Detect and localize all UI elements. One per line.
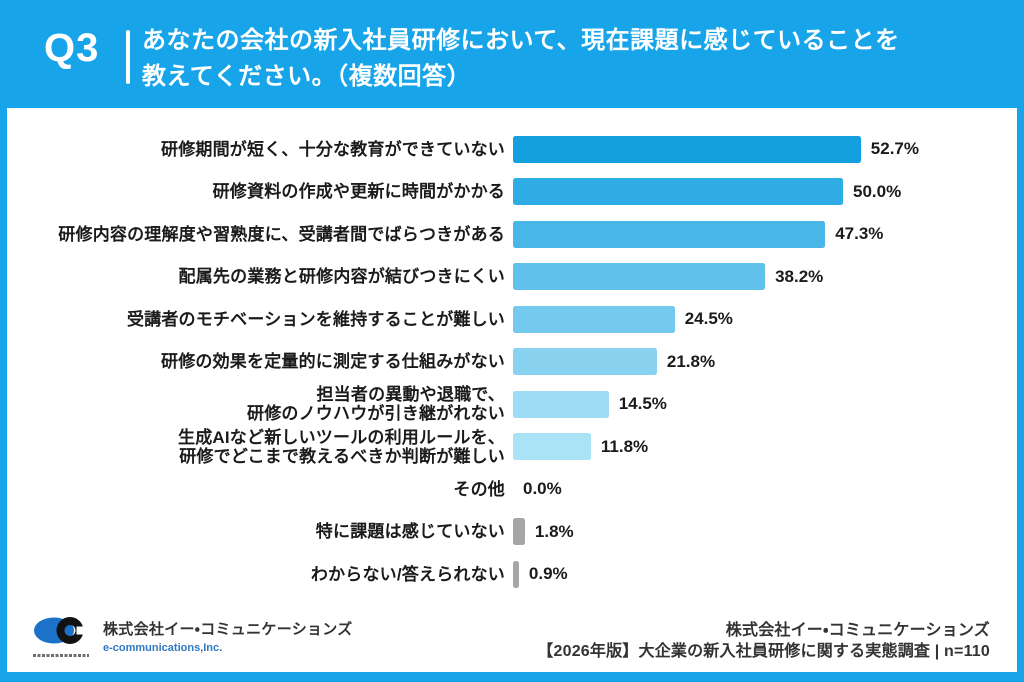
bar-value: 50.0% xyxy=(853,181,902,201)
bar-value: 47.3% xyxy=(835,224,884,244)
header-divider xyxy=(126,30,130,84)
question-text: あなたの会社の新入社員研修において、現在課題に感じていることを 教えてください。… xyxy=(142,23,900,95)
question-number: Q3 xyxy=(44,26,100,70)
bar-value: 24.5% xyxy=(684,309,733,329)
bar xyxy=(513,305,675,333)
bar-value: 14.5% xyxy=(618,394,667,414)
source-survey: 【2026年版】大企業の新入社員研修に関する実態調査 | n=110 xyxy=(537,643,990,660)
bar-zone: 38.2% xyxy=(513,263,824,291)
company-logo xyxy=(33,616,93,657)
chart-row: 配属先の業務と研修内容が結びつきにくい 38.2% xyxy=(7,256,1017,299)
bar-zone: 24.5% xyxy=(513,305,733,333)
bar xyxy=(513,263,766,291)
bar-label: 特に課題は感じていない xyxy=(315,522,505,542)
bar xyxy=(513,560,519,588)
bar-zone: 11.8% xyxy=(513,433,649,461)
bar-zone: 50.0% xyxy=(513,178,902,206)
bar-label: 担当者の異動や退職で、 研修のノウハウが引き継がれない xyxy=(247,385,505,424)
chart-row: 特に課題は感じていない 1.8% xyxy=(7,511,1017,554)
bar-value: 0.0% xyxy=(523,479,562,499)
bar-label: 研修資料の作成や更新に時間がかかる xyxy=(212,182,505,202)
bar xyxy=(513,135,861,163)
bar-label: わからない/答えられない xyxy=(310,564,505,584)
bar-value: 0.9% xyxy=(528,564,568,584)
footer-left: 株式会社イー・コミュニケーションズ e-communications,Inc. xyxy=(33,616,353,657)
bar-value: 52.7% xyxy=(870,139,919,159)
question-line-1: あなたの会社の新入社員研修において、現在課題に感じていることを xyxy=(142,27,900,54)
bar xyxy=(513,178,843,206)
bar xyxy=(513,518,525,546)
company-name-ja: 株式会社イー・コミュニケーションズ xyxy=(103,621,353,638)
company-name-en: e-communications,Inc. xyxy=(103,642,223,654)
bar xyxy=(513,390,609,418)
bar-zone: 21.8% xyxy=(513,348,716,376)
bar-value: 21.8% xyxy=(666,351,716,371)
bar xyxy=(513,348,657,376)
logo-fineprint xyxy=(33,654,89,657)
question-header: Q3 あなたの会社の新入社員研修において、現在課題に感じていることを 教えてくだ… xyxy=(0,0,1024,108)
chart-row: 研修資料の作成や更新に時間がかかる 50.0% xyxy=(7,171,1017,214)
bar-label: その他 xyxy=(453,479,505,499)
bar-zone: 1.8% xyxy=(513,518,574,546)
bar-label: 受講者のモチベーションを維持することが難しい xyxy=(126,309,505,329)
chart-row: 研修内容の理解度や習熟度に、受講者間でばらつきがある 47.3% xyxy=(7,213,1017,256)
footer-right: 株式会社イー・コミュニケーションズ 【2026年版】大企業の新入社員研修に関する… xyxy=(537,620,990,662)
chart-row: わからない/答えられない 0.9% xyxy=(7,553,1017,596)
bar xyxy=(513,433,591,461)
bar-label: 研修期間が短く、十分な教育ができていない xyxy=(161,139,505,159)
bar-label: 研修の効果を定量的に測定する仕組みがない xyxy=(161,352,505,372)
source-company: 株式会社イー・コミュニケーションズ xyxy=(725,622,990,639)
chart-row: 研修の効果を定量的に測定する仕組みがない 21.8% xyxy=(7,341,1017,384)
bar-value: 11.8% xyxy=(600,436,649,456)
bar-label: 配属先の業務と研修内容が結びつきにくい xyxy=(178,267,505,287)
bar xyxy=(513,220,826,248)
chart-row: 担当者の異動や退職で、 研修のノウハウが引き継がれない 14.5% xyxy=(7,383,1017,426)
chart-panel: 研修期間が短く、十分な教育ができていない 52.7% 研修資料の作成や更新に時間… xyxy=(7,108,1017,672)
bar-value: 1.8% xyxy=(534,521,574,541)
bar-zone: 47.3% xyxy=(513,220,884,248)
question-line-2: 教えてください。（複数回答） xyxy=(142,63,472,90)
bar-zone: 0.9% xyxy=(513,560,568,588)
bar-zone: 14.5% xyxy=(513,390,667,418)
chart-row: 生成AIなど新しいツールの利用ルールを、 研修でどこまで教えるべきか判断が難しい… xyxy=(7,426,1017,469)
chart-row: 受講者のモチベーションを維持することが難しい 24.5% xyxy=(7,298,1017,341)
chart-row: 研修期間が短く、十分な教育ができていない 52.7% xyxy=(7,128,1017,171)
bar-label: 生成AIなど新しいツールの利用ルールを、 研修でどこまで教えるべきか判断が難しい xyxy=(178,427,505,466)
e-communications-logo-icon xyxy=(34,617,92,644)
bar-value: 38.2% xyxy=(775,266,824,286)
chart-row: その他 0.0% xyxy=(7,468,1017,511)
bar-chart: 研修期間が短く、十分な教育ができていない 52.7% 研修資料の作成や更新に時間… xyxy=(7,128,1017,596)
footer-left-text: 株式会社イー・コミュニケーションズ e-communications,Inc. xyxy=(103,616,353,654)
bar-zone: 52.7% xyxy=(513,135,919,163)
bar-zone: 0.0% xyxy=(513,479,562,499)
bar-label: 研修内容の理解度や習熟度に、受講者間でばらつきがある xyxy=(58,224,505,244)
